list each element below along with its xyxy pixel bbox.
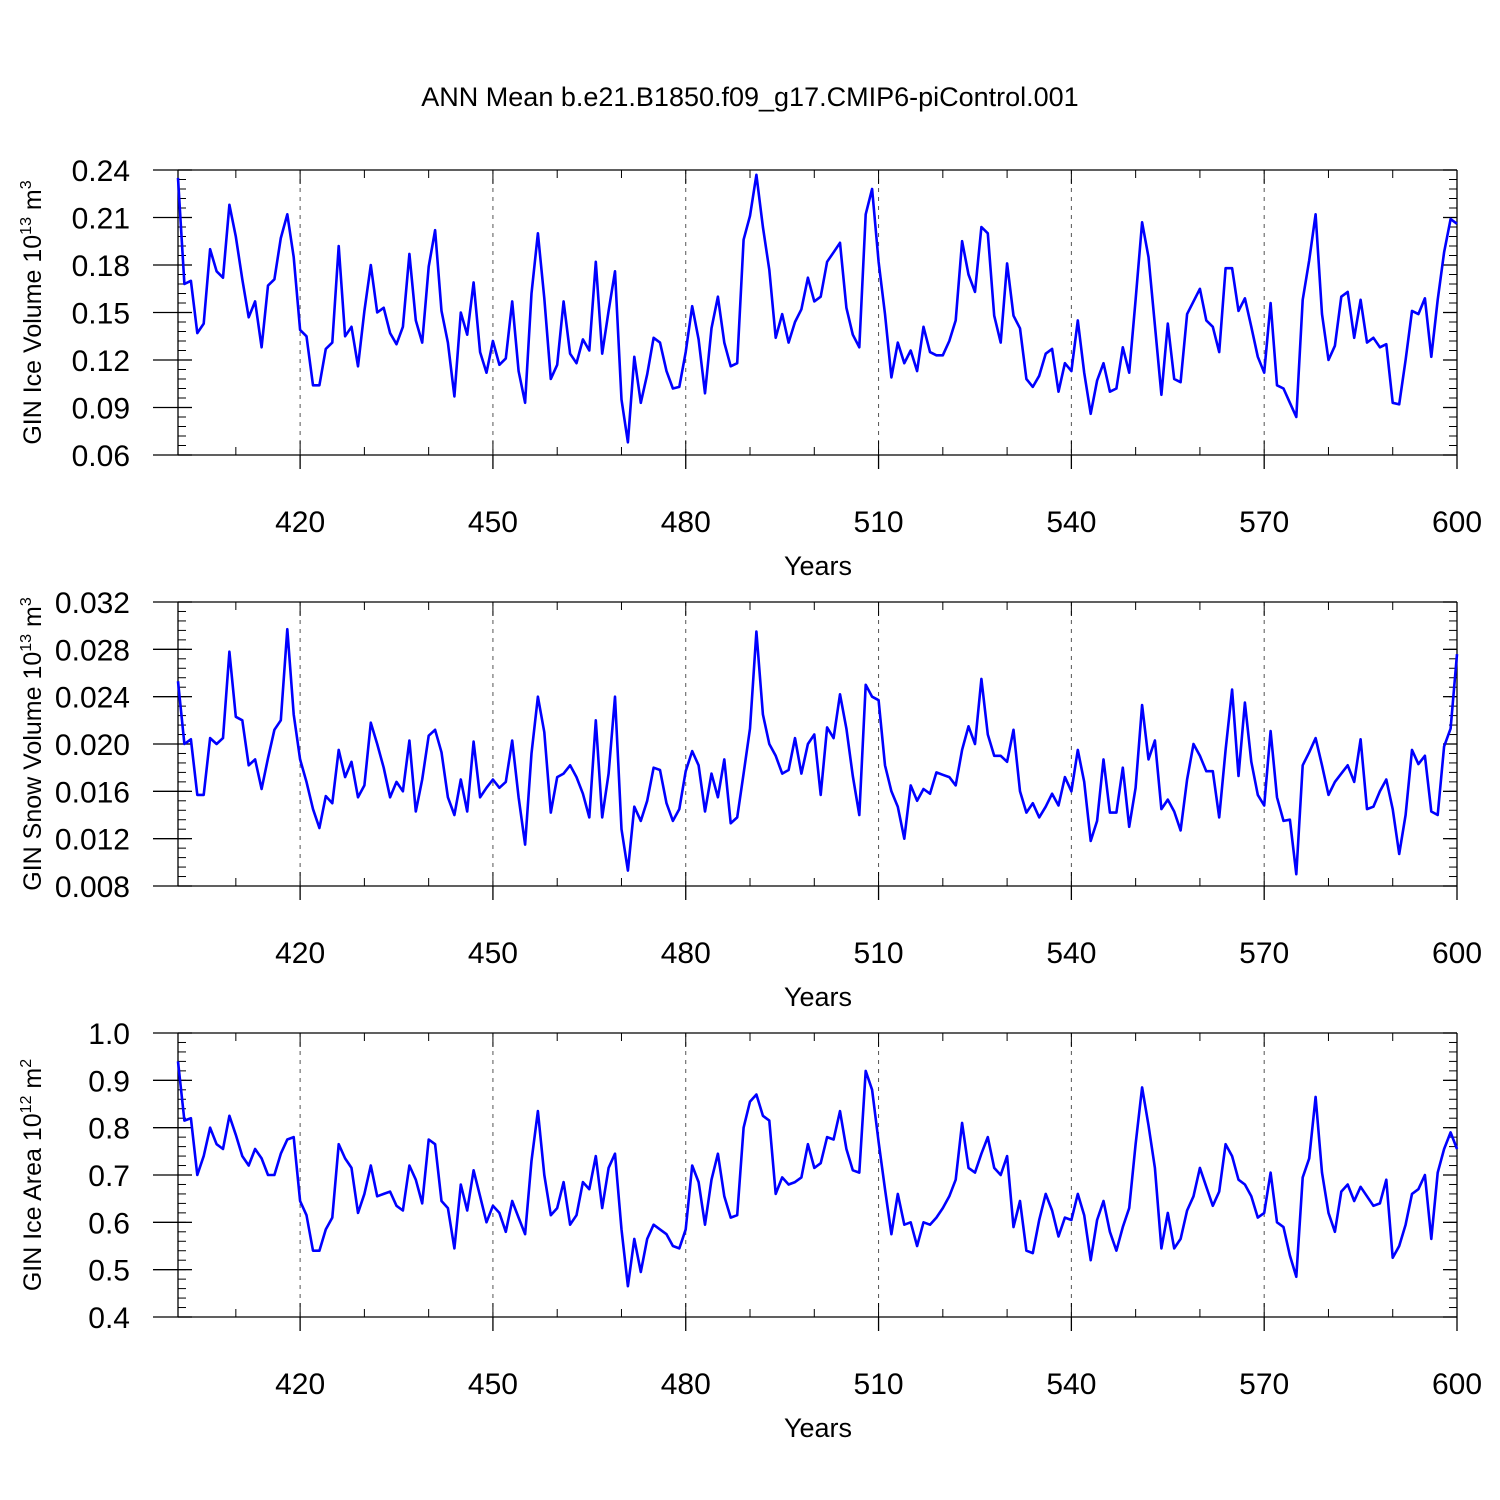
x-tick-label-450: 450	[468, 506, 518, 539]
x-tick-label-510: 510	[854, 506, 904, 539]
x-tick-label-600: 600	[1432, 506, 1482, 539]
y-tick-label: 0.24	[72, 155, 130, 188]
y-tick-label: 0.21	[72, 203, 130, 236]
x-tick-label-510: 510	[854, 937, 904, 970]
y-tick-label: 0.6	[88, 1207, 130, 1240]
y-tick-label: 0.12	[72, 345, 130, 378]
y-tick-label: 0.012	[55, 824, 130, 857]
y-tick-label: 0.5	[88, 1255, 130, 1288]
x-tick-label-570: 570	[1239, 506, 1289, 539]
plot-title: ANN Mean b.e21.B1850.f09_g17.CMIP6-piCon…	[421, 82, 1079, 112]
y-tick-label: 0.028	[55, 634, 130, 667]
x-axis-label: Years	[784, 1413, 852, 1443]
x-tick-label-570: 570	[1239, 1368, 1289, 1401]
x-tick-label-540: 540	[1046, 1368, 1096, 1401]
y-axis-label: GIN Ice Area 1012 m2	[18, 1059, 47, 1291]
y-tick-label: 0.15	[72, 298, 130, 331]
y-tick-label: 0.8	[88, 1113, 130, 1146]
y-tick-label: 0.7	[88, 1160, 130, 1193]
x-tick-label-570: 570	[1239, 937, 1289, 970]
y-tick-label: 0.4	[88, 1302, 130, 1335]
x-tick-label-600: 600	[1432, 1368, 1482, 1401]
series-line-panel-2	[176, 627, 1459, 876]
x-tick-label-480: 480	[661, 937, 711, 970]
x-tick-label-480: 480	[661, 506, 711, 539]
y-tick-label: 0.06	[72, 440, 130, 473]
x-tick-label-540: 540	[1046, 937, 1096, 970]
x-axis-label: Years	[784, 982, 852, 1012]
x-tick-label-420: 420	[275, 506, 325, 539]
x-tick-label-450: 450	[468, 1368, 518, 1401]
x-axis-label: Years	[784, 551, 852, 581]
series-line-panel-1	[176, 173, 1458, 444]
x-tick-label-480: 480	[661, 1368, 711, 1401]
series-line-panel-3	[176, 1061, 1459, 1288]
x-tick-label-510: 510	[854, 1368, 904, 1401]
y-axis-label: GIN Snow Volume 1013 m3	[18, 597, 47, 891]
x-tick-label-450: 450	[468, 937, 518, 970]
y-tick-label: 0.008	[55, 871, 130, 904]
y-tick-label: 0.18	[72, 250, 130, 283]
y-tick-label: 0.9	[88, 1065, 130, 1098]
y-tick-label: 0.024	[55, 682, 130, 715]
y-tick-label: 0.032	[55, 587, 130, 620]
y-tick-label: 0.09	[72, 393, 130, 426]
x-tick-label-420: 420	[275, 937, 325, 970]
y-tick-label: 0.016	[55, 776, 130, 809]
x-tick-label-420: 420	[275, 1368, 325, 1401]
x-tick-label-600: 600	[1432, 937, 1482, 970]
x-tick-label-540: 540	[1046, 506, 1096, 539]
y-axis-label: GIN Ice Volume 1013 m3	[18, 180, 47, 444]
y-tick-label: 1.0	[88, 1018, 130, 1051]
y-tick-label: 0.020	[55, 729, 130, 762]
